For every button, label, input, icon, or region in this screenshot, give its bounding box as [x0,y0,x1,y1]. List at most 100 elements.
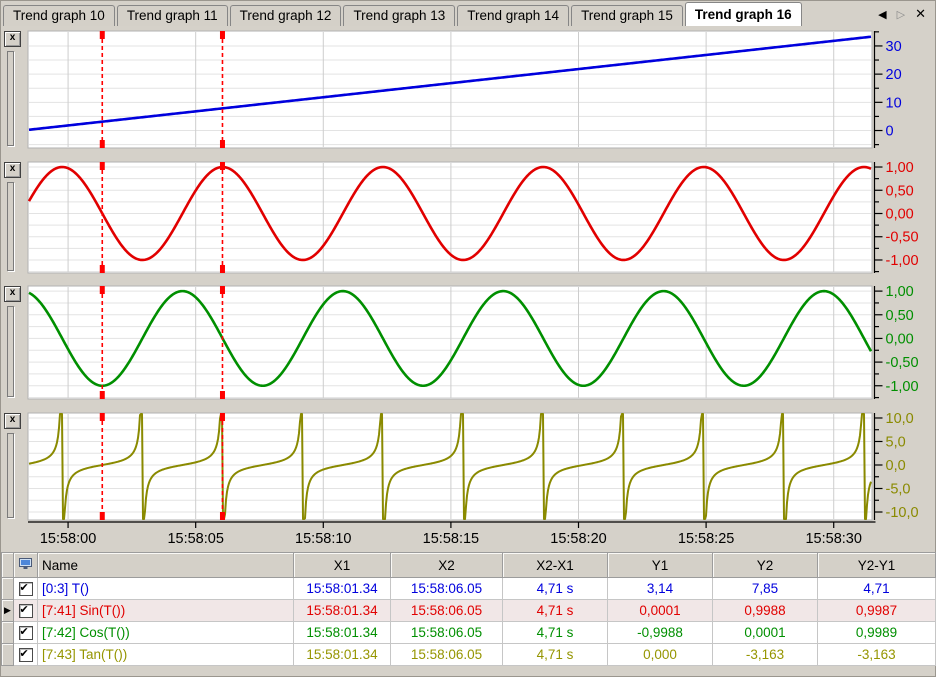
cell-dx: 4,71 s [502,599,608,622]
trace-visible-checkbox[interactable]: ✔ [18,648,33,663]
cursor-x2-top-handle[interactable] [219,413,225,421]
cursor-x1-bottom-handle[interactable] [99,265,105,273]
cell-x1: 15:58:01.34 [293,643,391,666]
panel-3-close-button[interactable]: x [4,286,21,302]
time-axis: 15:58:00 15:58:05 15:58:10 15:58:15 15:58:20… [28,521,876,547]
cell-y2: 0,9988 [712,599,818,622]
cursor-x2-bottom-handle[interactable] [219,512,225,520]
trend-charts-svg: 30 20 10 0 1,00 0,50 0,00 -0,50 -1,00 1,00 0,50 0,0… [27,30,919,547]
tab-trend-graph-13[interactable]: Trend graph 13 [343,5,456,26]
trace-visible-checkbox-cell: ✔ [13,577,38,600]
current-row-arrow-icon[interactable]: ▶ [1,599,14,622]
cursor-x2-bottom-handle[interactable] [219,140,225,148]
panel-1-zoom-slider[interactable] [7,51,14,146]
trend-panel-3: 1,00 0,50 0,00 -0,50 -1,00 [27,284,919,400]
time-tick-label: 15:58:20 [550,531,606,547]
y-tick-label: 0,00 [886,331,914,347]
cell-x2: 15:58:06.05 [390,643,503,666]
table-row-1[interactable]: ✔ [0:3] T() 15:58:01.34 15:58:06.05 4,71 s 3,… [1,577,936,600]
row-selector-cell[interactable] [1,577,14,600]
cursor-x1-bottom-handle[interactable] [99,391,105,399]
trace-name[interactable]: [7:41] Sin(T()) [37,599,294,622]
tab-bar: Trend graph 10 Trend graph 11 Trend graph … [0,0,936,26]
table-row-3[interactable]: ✔ [7:42] Cos(T()) 15:58:01.34 15:58:06.05 4,… [1,621,936,644]
tab-trend-graph-15[interactable]: Trend graph 15 [571,5,683,26]
table-row-4[interactable]: ✔ [7:43] Tan(T()) 15:58:01.34 15:58:06.05 4,… [1,643,936,666]
column-header-x2[interactable]: X2 [390,552,503,578]
cell-y1: 3,14 [607,577,713,600]
time-tick-label: 15:58:05 [167,531,223,547]
panel-1-close-button[interactable]: x [4,31,21,47]
column-header-name[interactable]: Name [37,552,294,578]
panel-2-zoom-slider[interactable] [7,182,14,271]
panel-4-zoom-slider[interactable] [7,433,14,518]
trend-panel-4: 10,0 5,0 0,0 -5,0 -10,0 [27,411,919,521]
y-tick-label: 30 [886,39,902,55]
trend-panel-1: 30 20 10 0 [27,30,902,149]
tab-trend-graph-10[interactable]: Trend graph 10 [3,5,115,26]
trace-name[interactable]: [0:3] T() [37,577,294,600]
y-tick-label: 20 [886,67,902,83]
tab-scroll-left-icon[interactable]: ◀ [878,8,887,21]
trace-name[interactable]: [7:42] Cos(T()) [37,621,294,644]
column-header-x1[interactable]: X1 [293,552,391,578]
trace-visible-checkbox[interactable]: ✔ [18,626,33,641]
cursor-x1-top-handle[interactable] [99,286,105,294]
cursor-x1-bottom-handle[interactable] [99,512,105,520]
tab-trend-graph-11[interactable]: Trend graph 11 [116,5,228,26]
cell-dx: 4,71 s [502,577,608,600]
cursor-x2-top-handle[interactable] [219,31,225,39]
cell-y1: -0,9988 [607,621,713,644]
trend-panel-2: 1,00 0,50 0,00 -0,50 -1,00 [27,160,919,274]
trace-visible-checkbox[interactable]: ✔ [18,582,33,597]
cursor-x2-top-handle[interactable] [219,162,225,170]
cell-dy: 0,9987 [817,599,936,622]
trend-chart-area: 30 20 10 0 1,00 0,50 0,00 -0,50 -1,00 1,00 0,50 0,0… [0,26,936,550]
tab-scroll-right-icon[interactable]: ▷ [896,8,906,21]
trace-visible-checkbox-cell: ✔ [13,599,38,622]
cursor-x1-top-handle[interactable] [99,31,105,39]
tab-trend-graph-16[interactable]: Trend graph 16 [684,2,802,26]
plot-area[interactable] [27,30,873,149]
cursor-x2-top-handle[interactable] [219,286,225,294]
cursor-x1-bottom-handle[interactable] [99,140,105,148]
trace-name[interactable]: [7:43] Tan(T()) [37,643,294,666]
column-header-y1[interactable]: Y1 [607,552,713,578]
y-tick-label: 0,50 [886,308,914,324]
panel-2-close-button[interactable]: x [4,162,21,178]
trace-visible-checkbox[interactable]: ✔ [18,604,33,619]
cell-dy: 4,71 [817,577,936,600]
row-selector-header [1,552,14,578]
panel-4-close-button[interactable]: x [4,413,21,429]
row-selector-cell[interactable] [1,643,14,666]
cursor-value-table: Name X1 X2 X2-X1 Y1 Y2 Y2-Y1 ✔ [0:3] T() 15:58:01… [1,552,936,666]
cell-x2: 15:58:06.05 [390,577,503,600]
table-row-2[interactable]: ▶ ✔ [7:41] Sin(T()) 15:58:01.34 15:58:06.05 4… [1,599,936,622]
column-header-y2-y1[interactable]: Y2-Y1 [817,552,936,578]
tab-close-icon[interactable]: ✕ [915,6,926,21]
check-icon: ✔ [19,626,29,639]
column-header-y2[interactable]: Y2 [712,552,818,578]
y-tick-label: 0,50 [886,183,914,199]
row-selector-cell[interactable] [1,621,14,644]
y-tick-label: -1,00 [886,379,919,395]
column-header-x2-x1[interactable]: X2-X1 [502,552,608,578]
cell-y1: 0,000 [607,643,713,666]
y-tick-label: -0,50 [886,230,919,246]
tab-trend-graph-12[interactable]: Trend graph 12 [229,5,342,26]
cell-y2: -3,163 [712,643,818,666]
panel-3-zoom-slider[interactable] [7,306,14,397]
monitor-icon [19,558,32,569]
cursor-x1-top-handle[interactable] [99,413,105,421]
cursor-x2-bottom-handle[interactable] [219,391,225,399]
check-icon: ✔ [19,582,29,595]
cell-dy: 0,9989 [817,621,936,644]
cell-x1: 15:58:01.34 [293,599,391,622]
cursor-x1-top-handle[interactable] [99,162,105,170]
y-tick-label: 5,0 [886,434,906,450]
y-tick-label: 10 [886,95,902,111]
tab-trend-graph-14[interactable]: Trend graph 14 [457,5,570,26]
cursor-x2-bottom-handle[interactable] [219,265,225,273]
plot-area[interactable] [27,412,873,521]
y-tick-label: 1,00 [886,160,914,176]
